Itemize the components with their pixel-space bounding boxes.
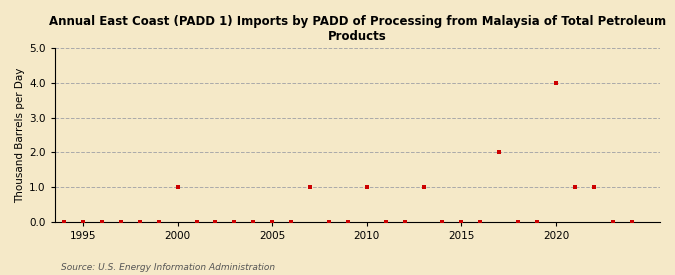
- Y-axis label: Thousand Barrels per Day: Thousand Barrels per Day: [15, 67, 25, 203]
- Point: [153, 219, 164, 224]
- Point: [437, 219, 448, 224]
- Point: [532, 219, 543, 224]
- Point: [380, 219, 391, 224]
- Point: [342, 219, 353, 224]
- Point: [361, 185, 372, 189]
- Point: [172, 185, 183, 189]
- Point: [513, 219, 524, 224]
- Point: [399, 219, 410, 224]
- Point: [494, 150, 505, 155]
- Point: [570, 185, 580, 189]
- Point: [229, 219, 240, 224]
- Point: [248, 219, 259, 224]
- Point: [191, 219, 202, 224]
- Point: [323, 219, 334, 224]
- Point: [589, 185, 599, 189]
- Point: [286, 219, 296, 224]
- Point: [304, 185, 315, 189]
- Point: [551, 81, 562, 85]
- Point: [59, 219, 70, 224]
- Point: [210, 219, 221, 224]
- Text: Source: U.S. Energy Information Administration: Source: U.S. Energy Information Administ…: [61, 263, 275, 272]
- Point: [475, 219, 486, 224]
- Title: Annual East Coast (PADD 1) Imports by PADD of Processing from Malaysia of Total : Annual East Coast (PADD 1) Imports by PA…: [49, 15, 666, 43]
- Point: [134, 219, 145, 224]
- Point: [418, 185, 429, 189]
- Point: [97, 219, 107, 224]
- Point: [626, 219, 637, 224]
- Point: [456, 219, 467, 224]
- Point: [115, 219, 126, 224]
- Point: [608, 219, 618, 224]
- Point: [78, 219, 88, 224]
- Point: [267, 219, 277, 224]
